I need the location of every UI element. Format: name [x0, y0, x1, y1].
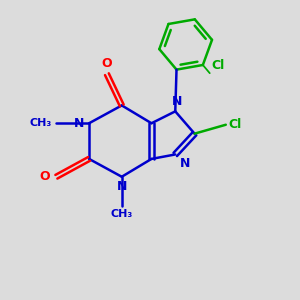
- Text: N: N: [74, 117, 85, 130]
- Text: O: O: [40, 170, 50, 183]
- Text: O: O: [102, 57, 112, 70]
- Text: CH₃: CH₃: [111, 209, 133, 219]
- Text: Cl: Cl: [211, 59, 224, 72]
- Text: CH₃: CH₃: [30, 118, 52, 128]
- Text: Cl: Cl: [229, 118, 242, 131]
- Text: N: N: [180, 158, 190, 170]
- Text: N: N: [117, 180, 127, 193]
- Text: N: N: [172, 95, 182, 108]
